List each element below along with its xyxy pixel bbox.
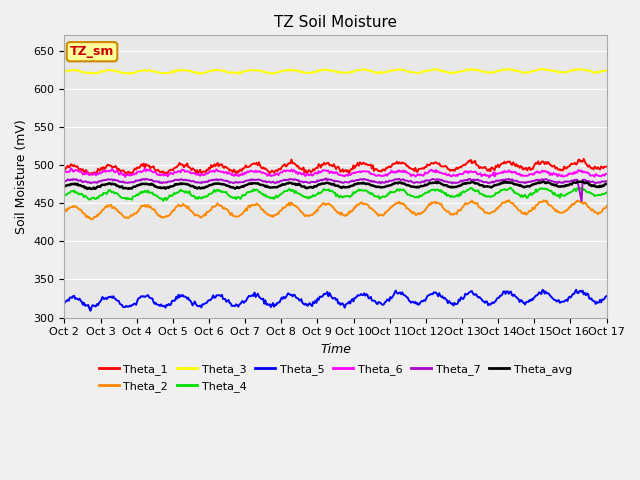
Theta_avg [319, 180, 327, 186]
Theta_4 [355, 186, 363, 192]
Theta_6 [385, 171, 392, 177]
Theta_1 [355, 163, 363, 168]
Theta_2 [61, 209, 68, 215]
Theta_5 [603, 293, 611, 299]
Theta_3 [61, 69, 68, 74]
Theta_avg [603, 181, 611, 187]
Theta_1 [506, 159, 514, 165]
Theta_7 [603, 178, 611, 184]
Theta_6 [61, 169, 68, 175]
Theta_6 [485, 175, 493, 180]
Theta_2 [603, 203, 611, 209]
Theta_3 [592, 69, 600, 75]
Theta_3 [385, 69, 392, 74]
Theta_3 [603, 68, 611, 73]
Theta_1 [61, 166, 68, 172]
Theta_2 [505, 197, 513, 203]
Line: Theta_2: Theta_2 [65, 200, 607, 219]
X-axis label: Time: Time [320, 343, 351, 356]
Theta_7 [578, 198, 586, 204]
Theta_1 [86, 172, 93, 178]
Theta_5 [592, 301, 600, 307]
Theta_5 [319, 293, 327, 299]
Theta_3 [503, 66, 511, 72]
Theta_4 [61, 192, 68, 198]
Title: TZ Soil Moisture: TZ Soil Moisture [274, 15, 397, 30]
Theta_1 [319, 162, 327, 168]
Theta_4 [506, 185, 514, 191]
Theta_avg [506, 180, 514, 186]
Theta_6 [603, 171, 611, 177]
Theta_7 [321, 177, 329, 182]
Theta_7 [318, 178, 326, 183]
Theta_6 [67, 166, 75, 171]
Line: Theta_avg: Theta_avg [65, 181, 607, 189]
Line: Theta_6: Theta_6 [65, 168, 607, 178]
Text: TZ_sm: TZ_sm [70, 45, 114, 58]
Theta_5 [572, 287, 580, 293]
Theta_1 [603, 164, 611, 169]
Theta_5 [355, 293, 363, 299]
Theta_7 [323, 176, 330, 181]
Theta_5 [385, 297, 392, 302]
Line: Theta_1: Theta_1 [65, 159, 607, 175]
Theta_2 [88, 216, 95, 222]
Theta_2 [507, 200, 515, 205]
Theta_7 [506, 177, 514, 183]
Theta_4 [323, 187, 330, 193]
Theta_avg [61, 183, 68, 189]
Theta_5 [506, 289, 514, 295]
Theta_6 [323, 168, 330, 173]
Theta_7 [592, 180, 600, 186]
Theta_avg [540, 179, 547, 184]
Theta_4 [603, 190, 611, 195]
Theta_5 [86, 308, 94, 313]
Y-axis label: Soil Moisture (mV): Soil Moisture (mV) [15, 119, 28, 234]
Theta_6 [355, 169, 363, 175]
Legend: Theta_1, Theta_2, Theta_3, Theta_4, Theta_5, Theta_6, Theta_7, Theta_avg: Theta_1, Theta_2, Theta_3, Theta_4, Thet… [95, 360, 577, 396]
Theta_2 [323, 202, 330, 207]
Theta_3 [319, 67, 327, 73]
Theta_6 [319, 167, 327, 173]
Theta_3 [507, 67, 515, 72]
Theta_avg [88, 186, 95, 192]
Theta_3 [323, 67, 330, 73]
Theta_5 [61, 300, 68, 306]
Theta_4 [578, 185, 586, 191]
Theta_2 [319, 200, 327, 206]
Theta_avg [355, 180, 363, 186]
Theta_3 [127, 72, 134, 77]
Theta_avg [592, 184, 600, 190]
Theta_6 [507, 168, 515, 174]
Theta_avg [323, 180, 330, 186]
Theta_4 [592, 192, 600, 198]
Line: Theta_4: Theta_4 [65, 188, 607, 201]
Theta_7 [61, 179, 68, 185]
Theta_1 [385, 164, 392, 170]
Theta_2 [355, 202, 363, 208]
Theta_2 [592, 210, 600, 216]
Theta_7 [385, 179, 392, 185]
Theta_avg [385, 183, 392, 189]
Theta_4 [385, 191, 392, 196]
Theta_7 [355, 177, 363, 183]
Theta_2 [385, 207, 392, 213]
Theta_6 [592, 171, 600, 177]
Line: Theta_3: Theta_3 [65, 69, 607, 74]
Theta_3 [355, 67, 363, 73]
Line: Theta_5: Theta_5 [65, 290, 607, 311]
Theta_1 [323, 161, 330, 167]
Theta_5 [323, 290, 330, 296]
Theta_1 [592, 165, 600, 170]
Theta_1 [580, 156, 588, 162]
Theta_4 [159, 198, 167, 204]
Line: Theta_7: Theta_7 [65, 179, 607, 201]
Theta_4 [319, 187, 327, 193]
